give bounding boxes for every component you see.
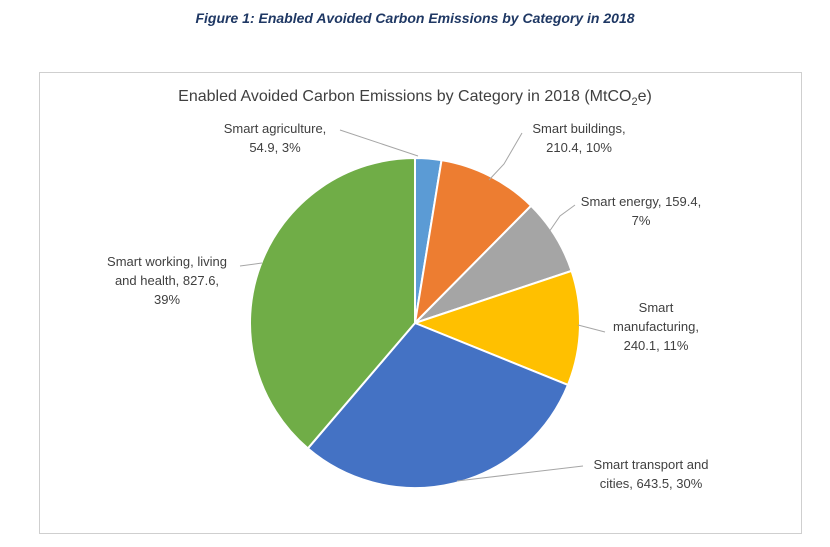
figure-caption: Figure 1: Enabled Avoided Carbon Emissio… xyxy=(195,10,635,26)
chart-title-subscript: 2 xyxy=(631,96,638,109)
pie-slice-smart-transport-and-cities xyxy=(306,321,570,489)
leader-line-smart-energy xyxy=(548,204,576,233)
data-label-smart-manufacturing: Smart manufacturing, 240.1, 11% xyxy=(613,300,699,353)
leader-line-smart-transport-and-cities xyxy=(456,465,584,482)
chart-title-main: Enabled Avoided Carbon Emissions by Cate… xyxy=(178,88,632,105)
data-label-smart-agriculture: Smart agriculture, 54.9, 3% xyxy=(224,121,327,155)
leader-line-smart-buildings xyxy=(488,132,523,181)
pie-slice-smart-working-living-and-health xyxy=(249,156,416,450)
pie-slice-smart-manufacturing xyxy=(412,269,581,387)
leader-line-smart-agriculture xyxy=(339,129,419,157)
leader-line-smart-manufacturing xyxy=(577,324,606,333)
data-label-smart-energy: Smart energy, 159.4, 7% xyxy=(581,194,701,228)
chart-title-end: e) xyxy=(637,88,652,105)
data-label-smart-buildings: Smart buildings, 210.4, 10% xyxy=(532,121,625,155)
leader-line-smart-working-living-and-health xyxy=(239,262,263,267)
data-label-smart-transport-and-cities: Smart transport and cities, 643.5, 30% xyxy=(594,457,709,491)
chart-title: Enabled Avoided Carbon Emissions by Cate… xyxy=(0,88,830,108)
pie-slice-smart-buildings xyxy=(413,158,533,326)
data-label-smart-working-living-and-health: Smart working, living and health, 827.6, 3… xyxy=(107,254,227,307)
